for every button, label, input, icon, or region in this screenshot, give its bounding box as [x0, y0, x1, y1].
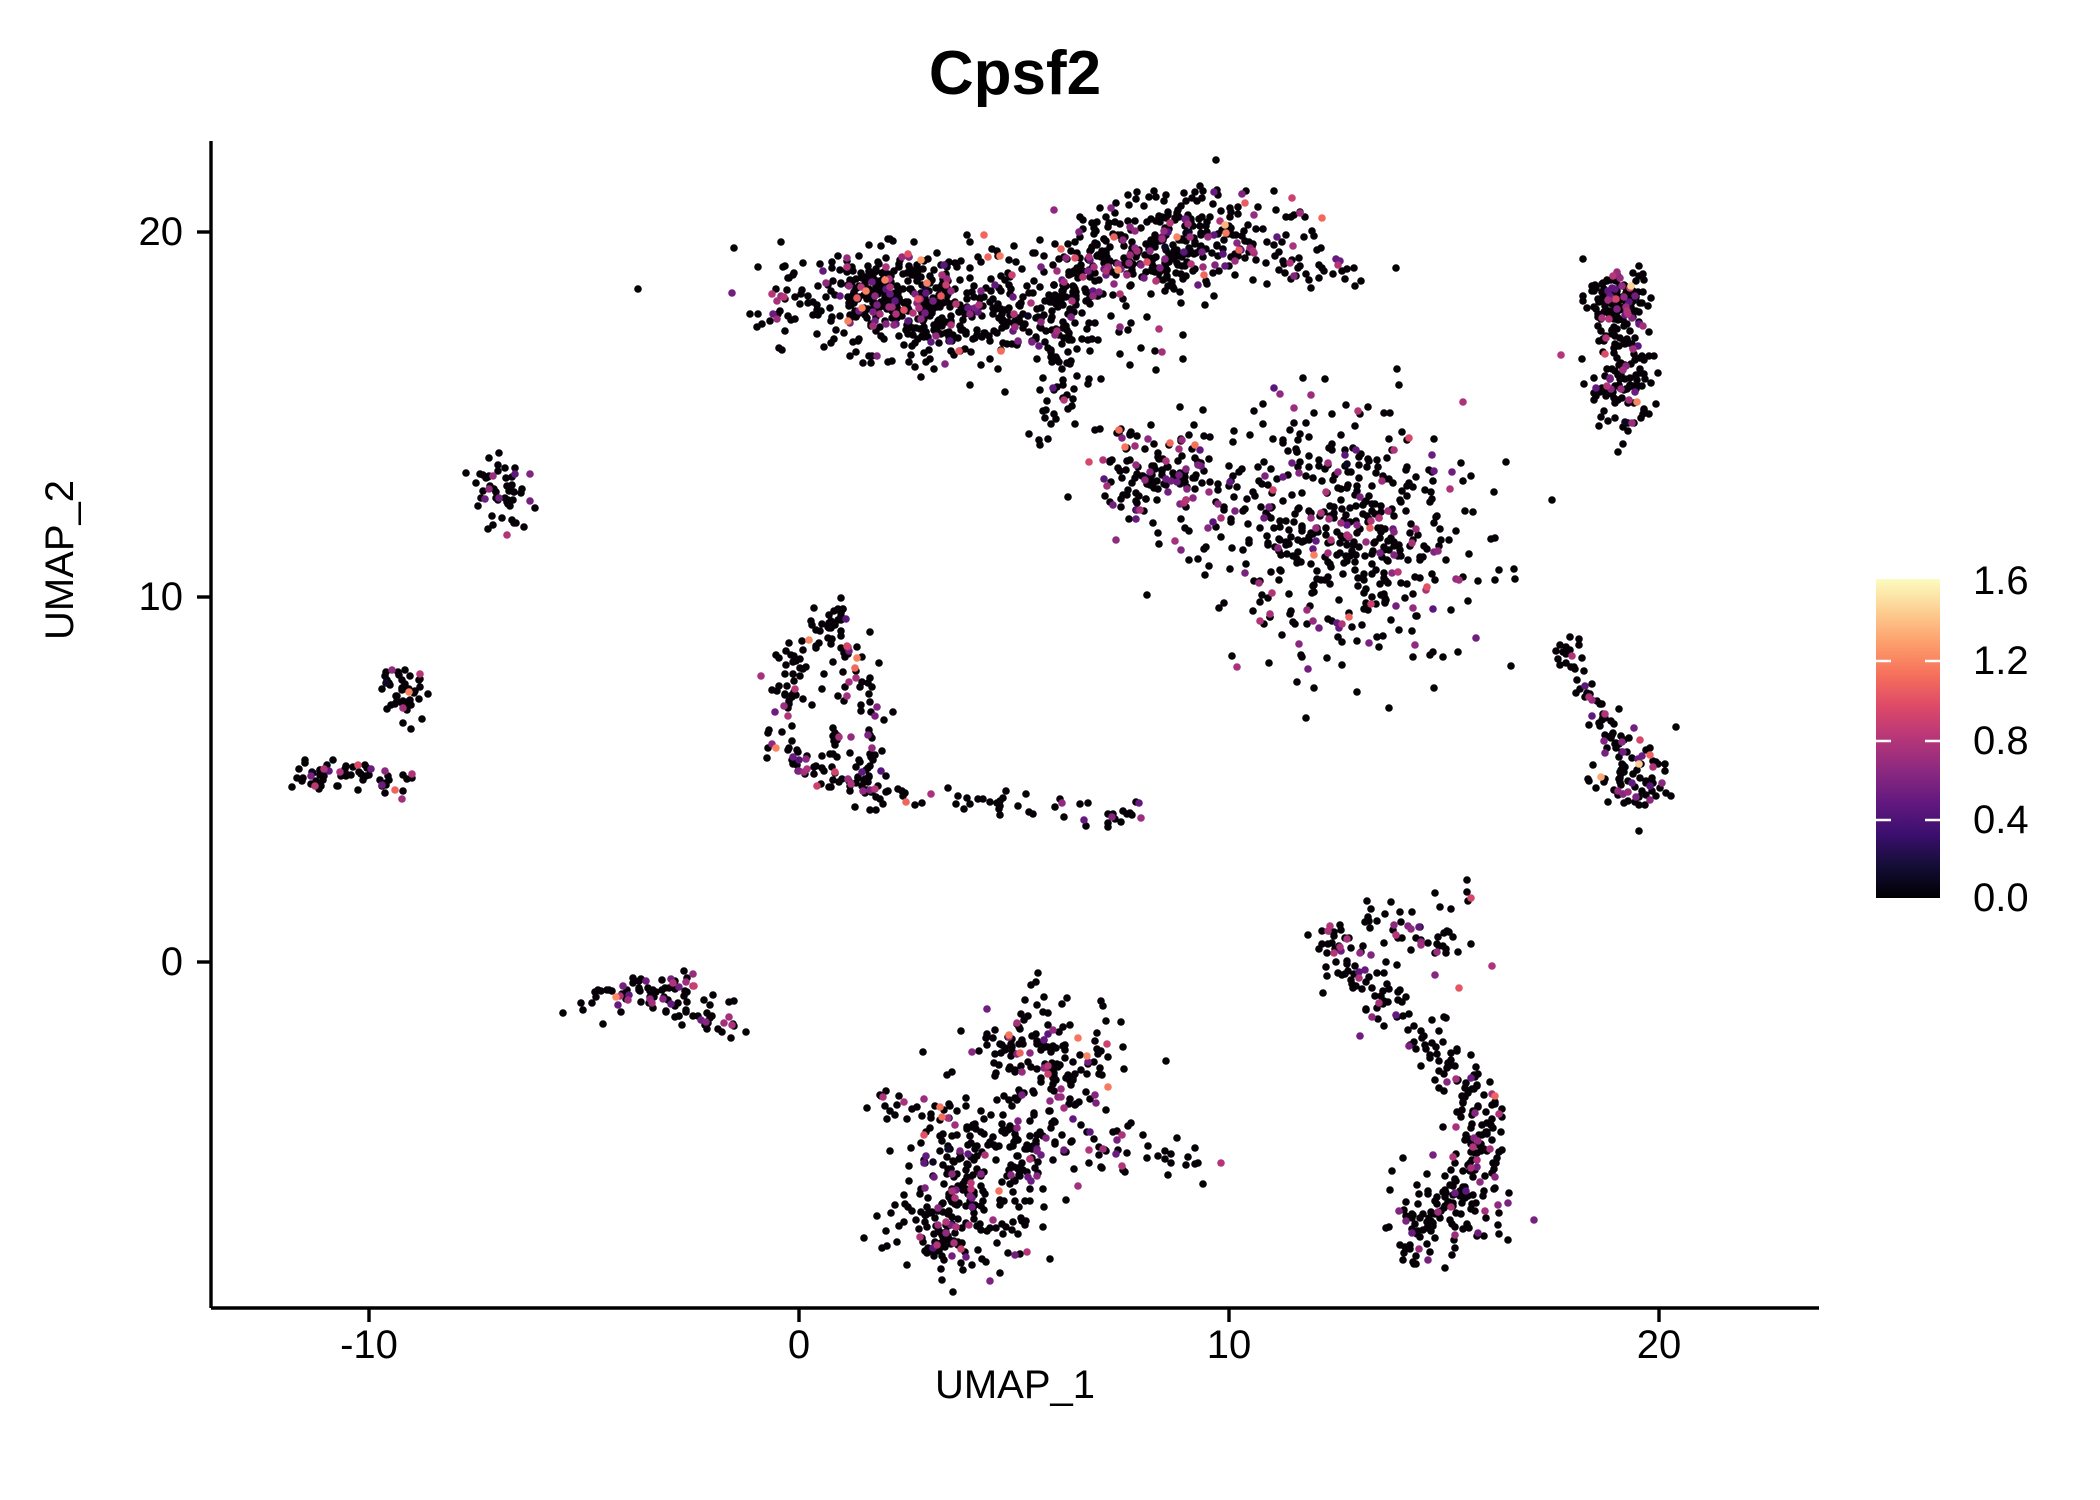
svg-text:20: 20 [139, 210, 184, 254]
svg-text:1.6: 1.6 [1973, 559, 2029, 603]
svg-text:-10: -10 [340, 1323, 398, 1367]
svg-text:0: 0 [161, 940, 183, 984]
svg-text:0: 0 [788, 1323, 810, 1367]
svg-text:0.4: 0.4 [1973, 798, 2029, 842]
svg-text:0.0: 0.0 [1973, 876, 2029, 920]
svg-text:20: 20 [1637, 1323, 1682, 1367]
svg-text:10: 10 [1207, 1323, 1252, 1367]
svg-text:1.2: 1.2 [1973, 639, 2029, 683]
svg-text:10: 10 [139, 575, 184, 619]
svg-text:0.8: 0.8 [1973, 719, 2029, 763]
